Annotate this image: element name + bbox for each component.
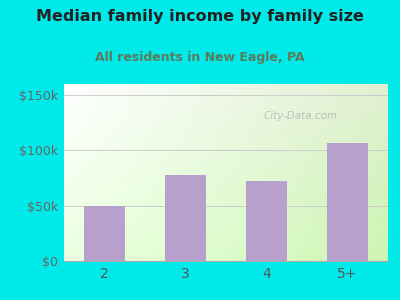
Text: Median family income by family size: Median family income by family size — [36, 9, 364, 24]
Bar — [165, 175, 206, 261]
Text: City-Data.com: City-Data.com — [264, 111, 338, 121]
Text: All residents in New Eagle, PA: All residents in New Eagle, PA — [95, 51, 305, 64]
Bar — [327, 142, 368, 261]
Bar — [84, 206, 125, 261]
Bar — [246, 181, 287, 261]
